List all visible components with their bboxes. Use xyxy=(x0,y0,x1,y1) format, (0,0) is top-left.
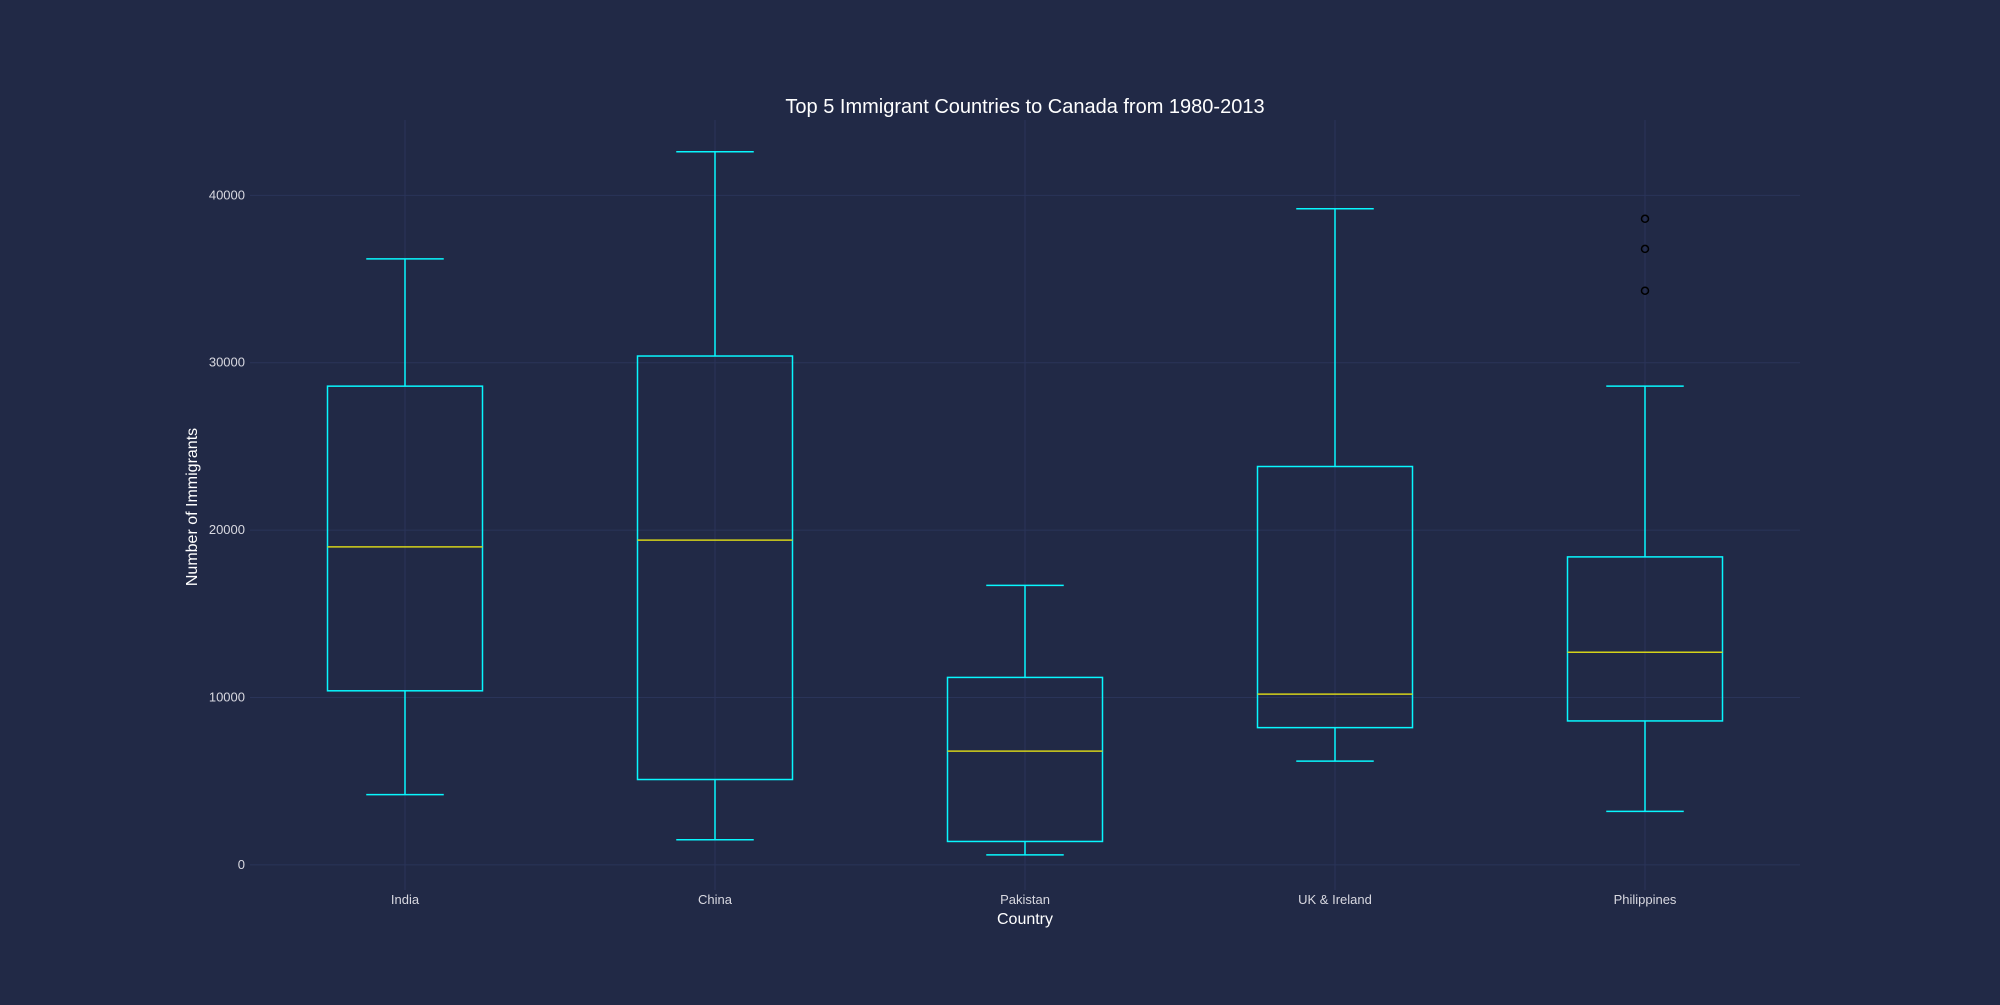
x-axis-label: Country xyxy=(997,911,1053,928)
box-philippines xyxy=(1566,214,1724,813)
y-tick-label: 10000 xyxy=(209,690,245,705)
box-uk-ireland xyxy=(1256,207,1414,762)
box-india xyxy=(326,258,484,796)
iqr-box xyxy=(636,355,794,781)
iqr-box xyxy=(1256,465,1414,729)
tick-labels: 0 10000 20000 30000 40000 India China Pakistan U… xyxy=(209,187,1677,907)
y-tick-label: 30000 xyxy=(209,355,245,370)
outlier-point xyxy=(1640,244,1650,254)
x-tick-label: China xyxy=(698,892,733,907)
iqr-box xyxy=(326,385,484,692)
x-tick-label: Pakistan xyxy=(1000,892,1050,907)
y-tick-label: 40000 xyxy=(209,187,245,202)
chart-title: Top 5 Immigrant Countries to Canada from… xyxy=(785,96,1264,118)
outlier-point xyxy=(1640,286,1650,295)
x-tick-label: India xyxy=(391,892,420,907)
boxes xyxy=(326,151,1724,856)
box-pakistan xyxy=(946,584,1104,856)
y-axis-label: Number of Immigrants xyxy=(184,428,201,586)
box-china xyxy=(636,151,794,841)
x-tick-label: Philippines xyxy=(1614,892,1677,907)
y-tick-label: 0 xyxy=(238,857,245,872)
x-tick-label: UK & Ireland xyxy=(1298,892,1372,907)
iqr-box xyxy=(946,676,1104,843)
iqr-box xyxy=(1566,556,1724,722)
y-tick-label: 20000 xyxy=(209,522,245,537)
outlier-point xyxy=(1640,214,1650,224)
